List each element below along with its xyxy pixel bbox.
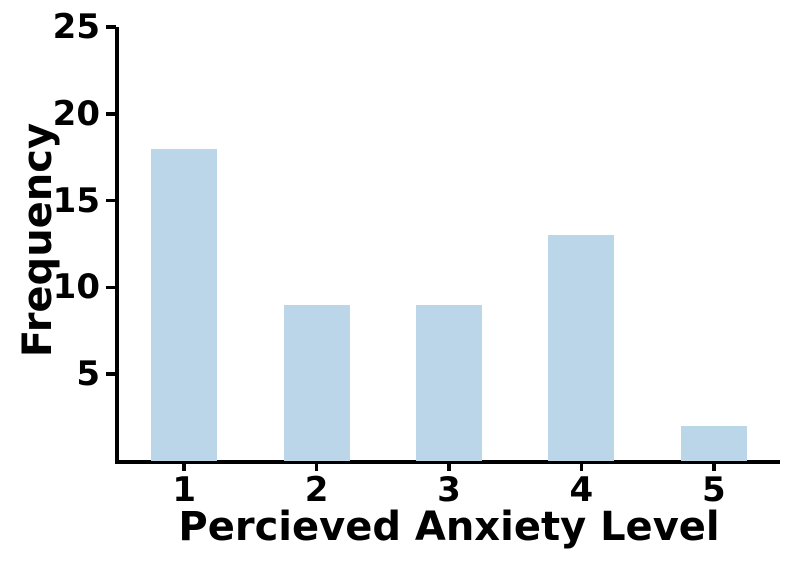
y-tick-label-5: 5 [76,354,100,395]
bar-category-1 [151,148,218,461]
y-tick-mark-5 [106,372,116,376]
bar-category-4 [548,235,615,461]
x-tick-label-4: 4 [569,470,594,510]
y-tick-mark-15 [106,198,116,203]
x-tick-label-3: 3 [437,470,461,510]
bar-category-5 [680,426,747,461]
bar-category-3 [415,304,483,461]
y-tick-label-15: 15 [52,180,100,221]
y-tick-label-20: 20 [52,93,100,134]
x-tick-mark-3 [447,461,451,471]
x-tick-mark-2 [314,461,319,471]
y-tick-mark-10 [106,285,116,290]
y-tick-label-10: 10 [52,267,100,308]
x-tick-label-2: 2 [304,470,329,510]
bar-category-2 [283,304,350,461]
x-tick-mark-5 [712,461,716,471]
x-tick-mark-1 [182,461,186,471]
y-axis-line [115,27,119,463]
y-tick-mark-25 [106,25,116,29]
y-tick-mark-20 [106,112,116,116]
y-tick-label-25: 25 [52,7,100,47]
y-axis-label: Frequency [15,122,61,358]
x-tick-mark-4 [579,461,584,471]
x-tick-label-5: 5 [701,470,726,510]
x-tick-label-1: 1 [172,470,197,510]
x-axis-label: Percieved Anxiety Level [178,504,720,550]
